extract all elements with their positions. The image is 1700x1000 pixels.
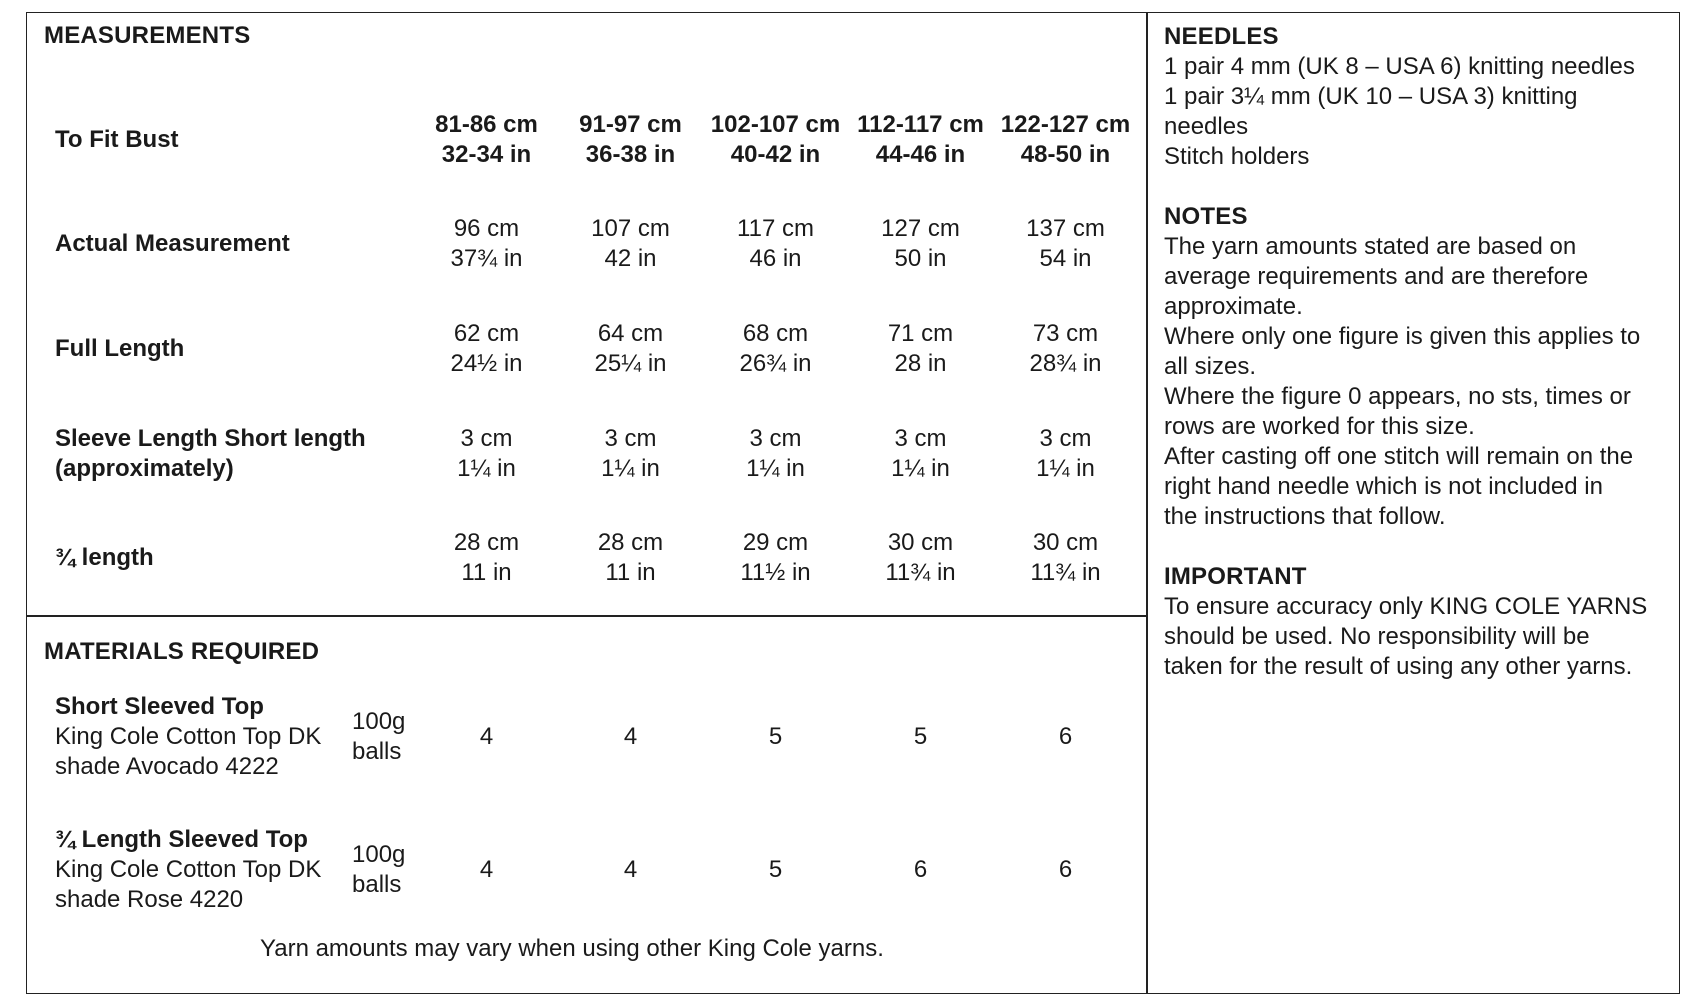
size-in: 32-34 in bbox=[441, 141, 532, 168]
important-heading: IMPORTANT bbox=[1164, 563, 1307, 590]
material-yarn: King Cole Cotton Top DK bbox=[55, 723, 322, 750]
measurement-cell: 107 cm 42 in bbox=[591, 215, 670, 272]
material-unit: 100g balls bbox=[352, 841, 406, 898]
size-header: 122-127 cm 48-50 in bbox=[993, 110, 1138, 170]
row-label-actual-measurement: Actual Measurement bbox=[55, 230, 290, 257]
measurement-cell: 29 cm 11½ in bbox=[740, 529, 811, 586]
ball-count: 6 bbox=[1058, 723, 1073, 750]
size-in: 40-42 in bbox=[730, 141, 821, 168]
measurement-cell: 3 cm 1¼ in bbox=[457, 425, 516, 482]
size-cm: 81-86 cm bbox=[435, 111, 538, 138]
measurement-cell: 28 cm 11 in bbox=[453, 529, 520, 586]
row-label-sleeve-length-short: Sleeve Length Short length (approximatel… bbox=[55, 425, 366, 482]
materials-footnote: Yarn amounts may vary when using other K… bbox=[260, 935, 884, 962]
needles-heading: NEEDLES bbox=[1164, 23, 1279, 50]
measurement-cell: 30 cm 11¾ in bbox=[885, 529, 956, 586]
measurement-cell: 127 cm 50 in bbox=[881, 215, 960, 272]
notes-text: The yarn amounts stated are based on ave… bbox=[1164, 233, 1641, 530]
right-column: NEEDLES 1 pair 4 mm (UK 8 – USA 6) knitt… bbox=[1164, 22, 1669, 682]
measurement-cell: 71 cm 28 in bbox=[887, 320, 954, 377]
materials-heading: MATERIALS REQUIRED bbox=[44, 638, 320, 665]
notes-heading: NOTES bbox=[1164, 203, 1248, 230]
ball-count: 6 bbox=[913, 856, 928, 883]
material-item-three-quarter-sleeved: ¾ Length Sleeved Top King Cole Cotton To… bbox=[55, 825, 321, 915]
measurement-cell: 3 cm 1¼ in bbox=[601, 425, 660, 482]
needles-list: 1 pair 4 mm (UK 8 – USA 6) knitting need… bbox=[1164, 53, 1635, 170]
size-cm: 91-97 cm bbox=[579, 111, 682, 138]
size-cm: 122-127 cm bbox=[1000, 111, 1131, 138]
measurement-cell: 3 cm 1¼ in bbox=[891, 425, 950, 482]
ball-count: 5 bbox=[768, 856, 783, 883]
size-header: 91-97 cm 36-38 in bbox=[558, 110, 703, 170]
ball-count: 6 bbox=[1058, 856, 1073, 883]
measurements-heading: MEASUREMENTS bbox=[44, 22, 251, 49]
size-in: 36-38 in bbox=[585, 141, 676, 168]
measurement-cell: 64 cm 25¼ in bbox=[594, 320, 667, 377]
measurement-cell: 68 cm 26¾ in bbox=[739, 320, 812, 377]
measurement-cell: 30 cm 11¾ in bbox=[1030, 529, 1101, 586]
material-shade: shade Avocado 4222 bbox=[55, 753, 279, 780]
material-item-short-sleeved: Short Sleeved Top King Cole Cotton Top D… bbox=[55, 692, 321, 782]
ball-count: 4 bbox=[623, 856, 638, 883]
measurement-cell: 3 cm 1¼ in bbox=[746, 425, 805, 482]
material-yarn: King Cole Cotton Top DK bbox=[55, 856, 322, 883]
measurement-cell: 62 cm 24½ in bbox=[450, 320, 523, 377]
size-header: 102-107 cm 40-42 in bbox=[703, 110, 848, 170]
row-label-three-quarter-length: ¾ length bbox=[55, 544, 154, 571]
section-divider bbox=[26, 615, 1147, 617]
measurement-cell: 96 cm 37¾ in bbox=[450, 215, 523, 272]
ball-count: 4 bbox=[623, 723, 638, 750]
column-divider bbox=[1146, 12, 1148, 994]
ball-count: 4 bbox=[479, 856, 494, 883]
measurement-cell: 3 cm 1¼ in bbox=[1036, 425, 1095, 482]
ball-count: 4 bbox=[479, 723, 494, 750]
material-shade: shade Rose 4220 bbox=[55, 886, 244, 913]
size-header: 112-117 cm 44-46 in bbox=[848, 110, 993, 170]
size-header: 81-86 cm 32-34 in bbox=[414, 110, 559, 170]
material-title: Short Sleeved Top bbox=[55, 693, 264, 720]
important-text: To ensure accuracy only KING COLE YARNS … bbox=[1164, 593, 1648, 680]
outer-border bbox=[26, 12, 1680, 994]
measurement-cell: 117 cm 46 in bbox=[737, 215, 814, 272]
ball-count: 5 bbox=[768, 723, 783, 750]
size-cm: 102-107 cm bbox=[710, 111, 841, 138]
measurement-cell: 73 cm 28¾ in bbox=[1029, 320, 1102, 377]
ball-count: 5 bbox=[913, 723, 928, 750]
size-in: 48-50 in bbox=[1020, 141, 1111, 168]
material-unit: 100g balls bbox=[352, 708, 406, 765]
row-label-full-length: Full Length bbox=[55, 335, 185, 362]
row-label-to-fit-bust: To Fit Bust bbox=[55, 126, 179, 153]
size-in: 44-46 in bbox=[875, 141, 966, 168]
size-cm: 112-117 cm bbox=[857, 111, 984, 138]
material-title: ¾ Length Sleeved Top bbox=[55, 826, 308, 853]
measurement-cell: 137 cm 54 in bbox=[1026, 215, 1105, 272]
measurement-cell: 28 cm 11 in bbox=[597, 529, 664, 586]
